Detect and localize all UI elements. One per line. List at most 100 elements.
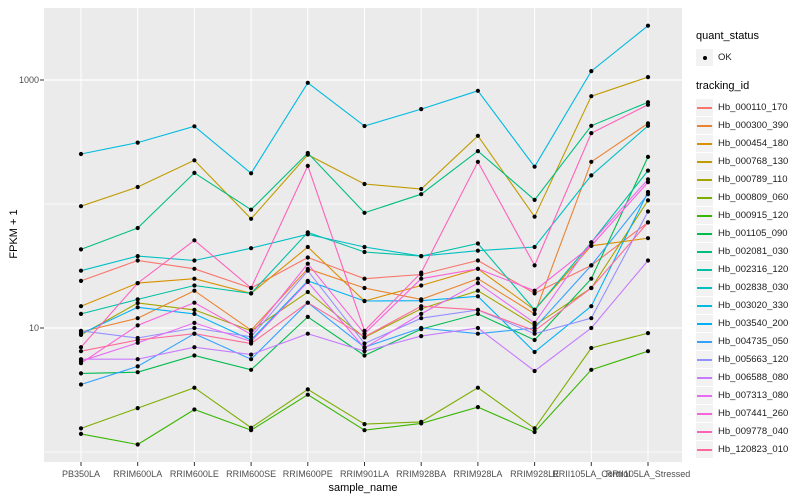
- line-swatch-icon: [697, 394, 712, 397]
- legend-item-label: Hb_000768_130: [718, 156, 789, 167]
- data-point: [249, 291, 254, 296]
- data-point: [192, 288, 197, 293]
- data-point: [305, 268, 310, 273]
- data-point: [78, 247, 84, 252]
- data-point: [135, 406, 140, 411]
- data-point: [589, 367, 594, 372]
- legend-item: Hb_001105_090: [696, 225, 800, 242]
- data-point: [362, 331, 367, 336]
- data-point: [135, 323, 140, 328]
- data-point: [135, 442, 140, 447]
- legend-item: Hb_000110_170: [696, 99, 800, 116]
- data-point: [78, 304, 84, 309]
- legend-item-label: Hb_004735_050: [718, 336, 789, 347]
- data-point: [532, 307, 537, 312]
- data-point: [645, 209, 651, 214]
- legend-item-label: Hb_007441_260: [718, 408, 789, 419]
- data-point: [419, 254, 424, 259]
- legend-item-label: Hb_005663_120: [718, 354, 789, 365]
- legend-item-label: Hb_000789_110: [718, 174, 788, 185]
- data-point: [249, 285, 254, 291]
- legend-item: Hb_006588_080: [696, 369, 800, 386]
- legend-key-swatch: [696, 369, 713, 386]
- data-point: [362, 353, 367, 358]
- data-point: [419, 334, 424, 339]
- data-point: [192, 325, 197, 331]
- data-point: [362, 422, 367, 427]
- data-point: [135, 225, 140, 231]
- legend-item-quant-ok: OK: [696, 49, 800, 66]
- data-point: [305, 261, 310, 266]
- data-point: [475, 294, 480, 299]
- legend-key-swatch: [696, 405, 713, 422]
- data-point: [362, 244, 367, 250]
- legend-item: Hb_007313_080: [696, 387, 800, 404]
- line-swatch-icon: [697, 106, 712, 109]
- data-point: [192, 300, 197, 305]
- legend-key-swatch: [696, 243, 713, 260]
- data-point: [645, 23, 651, 28]
- data-point: [305, 244, 310, 250]
- data-point: [305, 255, 310, 260]
- data-point: [532, 311, 537, 316]
- line-swatch-icon: [697, 412, 712, 415]
- data-point: [192, 124, 197, 129]
- data-point: [589, 131, 594, 136]
- legend-item-label: Hb_006588_080: [718, 372, 789, 383]
- line-swatch-icon: [697, 286, 712, 289]
- x-tick-label: RRIM600SE: [226, 469, 276, 479]
- legend-item: Hb_000789_110: [696, 171, 800, 188]
- legend-key-swatch: [696, 189, 713, 206]
- legend-key-swatch: [696, 441, 713, 458]
- data-point: [305, 300, 310, 305]
- data-point: [78, 371, 84, 376]
- data-point: [532, 164, 537, 169]
- data-point: [249, 357, 254, 362]
- legend-item: Hb_000454_180: [696, 135, 800, 152]
- data-point: [589, 285, 594, 291]
- x-tick-label: PB350LA: [62, 469, 100, 479]
- data-point: [475, 241, 480, 246]
- legend-title-quant-status: quant_status: [696, 30, 759, 42]
- data-point: [589, 173, 594, 178]
- line-swatch-icon: [697, 250, 712, 253]
- data-point: [362, 428, 367, 433]
- x-tick-label: RRIM600PE: [283, 469, 333, 479]
- legend-item-label: Hb_001105_090: [718, 228, 788, 239]
- legend-item-label: Hb_003020_330: [718, 300, 789, 311]
- legend-item: Hb_002316_120: [696, 261, 800, 278]
- data-point: [532, 429, 537, 435]
- data-point: [305, 387, 310, 392]
- data-point: [362, 123, 367, 129]
- data-point: [645, 75, 651, 80]
- data-point: [192, 320, 197, 325]
- data-point: [192, 311, 197, 316]
- data-point: [475, 159, 480, 164]
- data-point: [192, 276, 197, 281]
- data-point: [475, 311, 480, 316]
- data-point: [78, 278, 84, 283]
- data-point: [362, 298, 367, 304]
- legend-key-swatch: [696, 351, 713, 368]
- data-point: [645, 154, 651, 159]
- data-point: [78, 268, 84, 273]
- data-point: [645, 123, 651, 128]
- y-axis-title: FPKM + 1: [8, 209, 20, 259]
- plot-panel: [44, 8, 682, 462]
- data-point: [192, 331, 197, 336]
- data-point: [419, 107, 424, 112]
- data-point: [135, 281, 140, 286]
- data-point: [192, 307, 197, 312]
- legend-title-tracking-id: tracking_id: [696, 80, 750, 92]
- data-point: [475, 266, 480, 271]
- x-tick-label: RRIM901LA: [340, 469, 389, 479]
- data-point: [645, 220, 651, 225]
- data-point: [78, 345, 84, 350]
- data-point: [362, 334, 367, 339]
- data-point: [192, 170, 197, 175]
- data-point: [305, 279, 310, 285]
- data-point: [645, 180, 651, 185]
- line-swatch-icon: [697, 376, 712, 379]
- data-point: [78, 361, 84, 366]
